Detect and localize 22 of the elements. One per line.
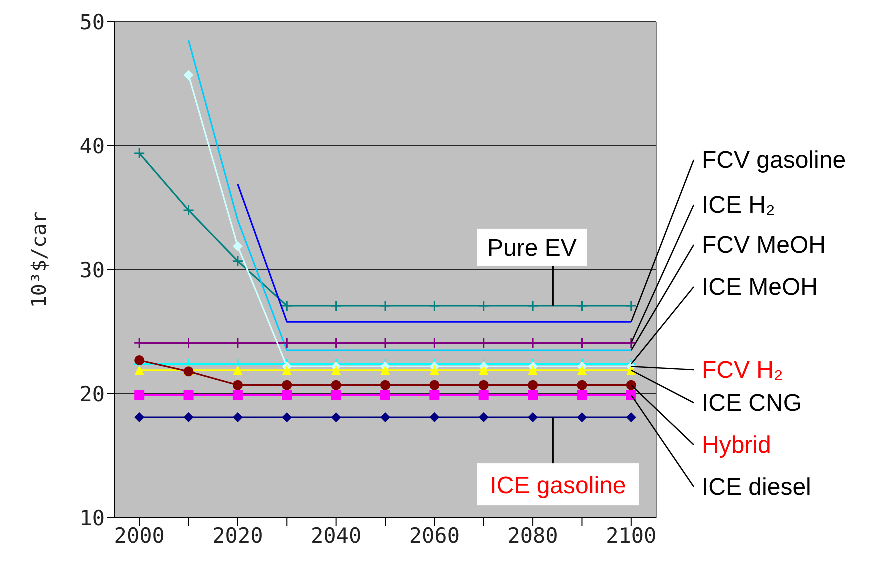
x-tick-label: 2040 [311, 524, 362, 548]
y-tick-label: 30 [80, 258, 105, 282]
text: ICE diesel [702, 474, 812, 501]
y-tick-label: 50 [80, 10, 105, 34]
text: ICE CNG [702, 390, 802, 417]
text: ICE H₂ [702, 192, 776, 219]
x-tick-label: 2100 [606, 524, 657, 548]
x-tick-label: 2060 [409, 524, 460, 548]
y-axis-title: 10³$/car [27, 212, 51, 308]
x-tick-label: 2080 [508, 524, 558, 548]
text: FCV H₂ [702, 357, 784, 384]
text: ICE MeOH [702, 274, 818, 301]
text: ICE gasoline [490, 472, 626, 500]
y-tick-label: 20 [80, 382, 105, 406]
x-tick-label: 2020 [212, 524, 264, 548]
y-tick-label: 40 [80, 134, 105, 158]
text: FCV MeOH [702, 232, 826, 259]
series-label: Pure EV [488, 234, 577, 262]
y-tick-label: 10 [80, 506, 105, 530]
text: FCV gasoline [702, 147, 846, 174]
x-tick-label: 2000 [114, 524, 165, 548]
text: Hybrid [702, 432, 772, 459]
